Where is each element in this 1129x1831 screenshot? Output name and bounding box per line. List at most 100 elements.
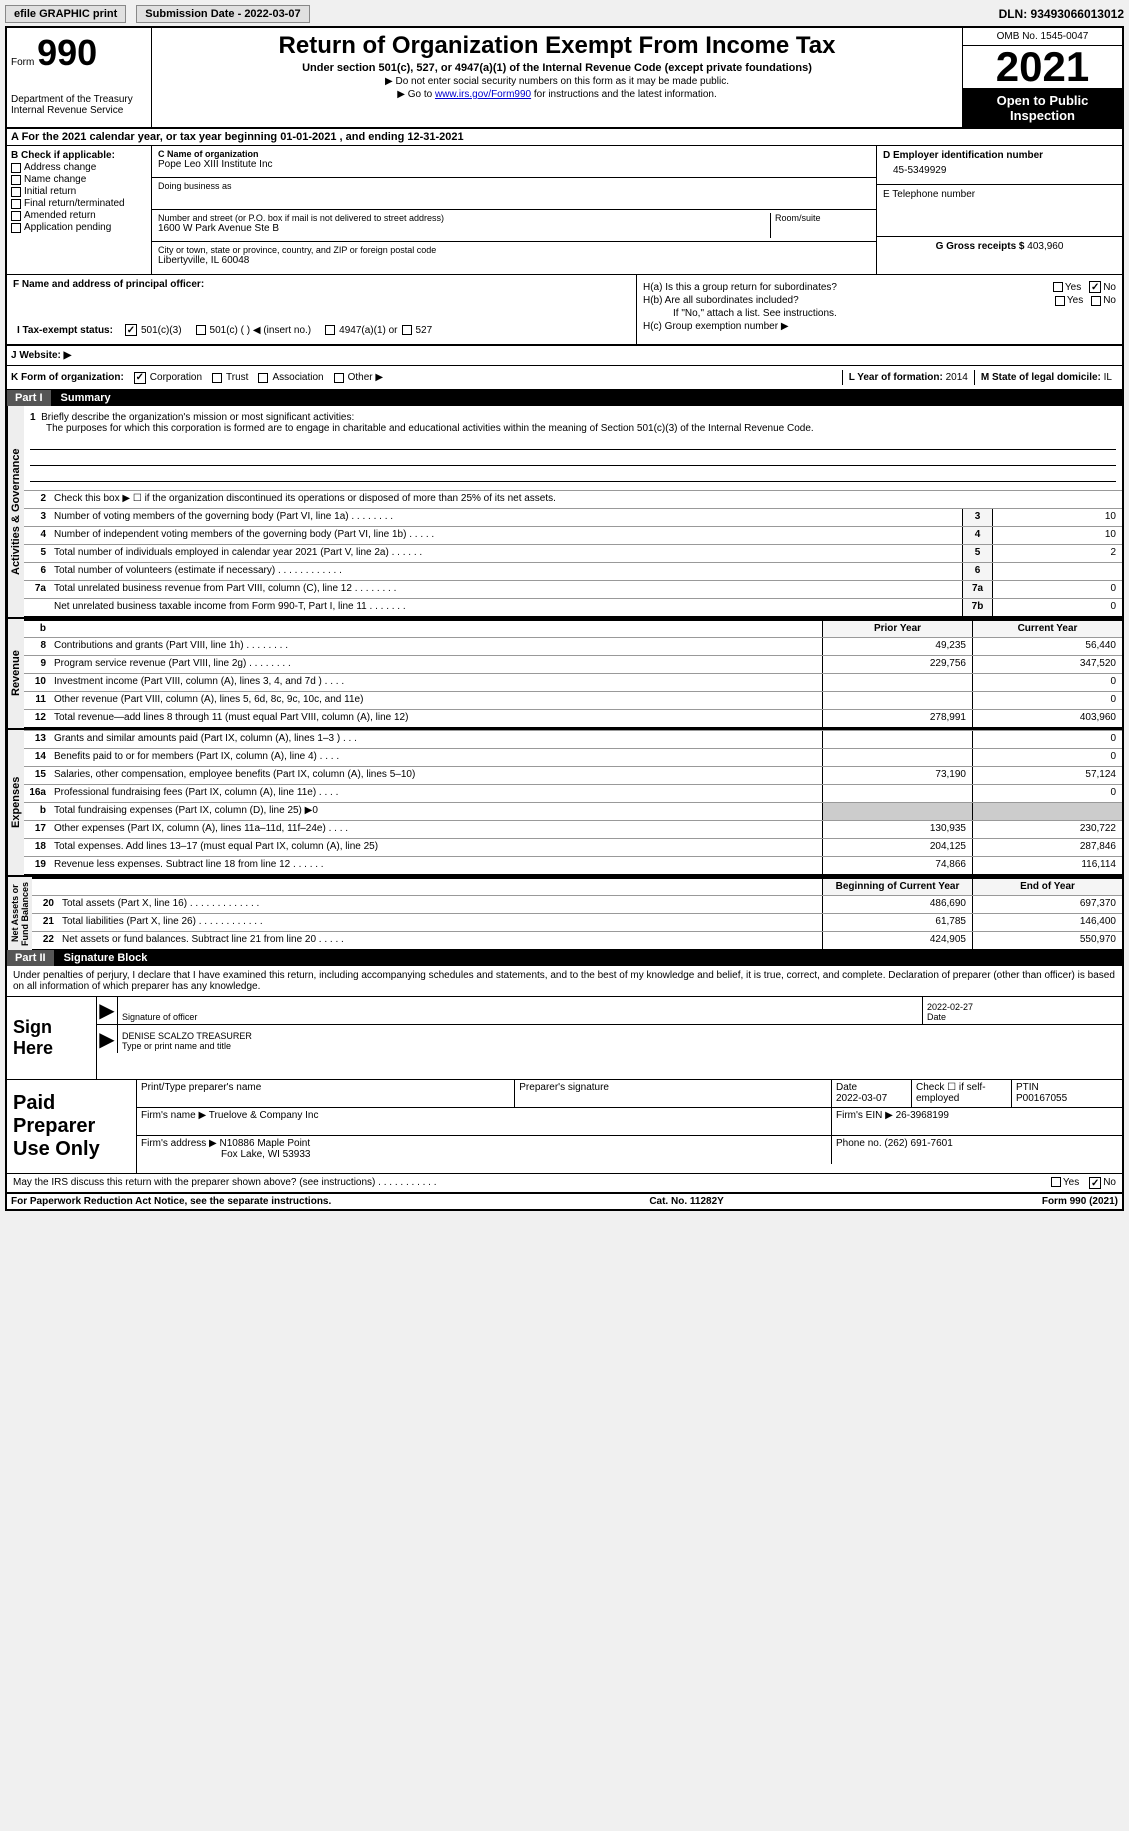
sign-here-label: Sign Here (7, 997, 97, 1079)
footer: For Paperwork Reduction Act Notice, see … (7, 1194, 1122, 1209)
section-f: F Name and address of principal officer:… (7, 275, 637, 344)
discuss-no[interactable]: ✓ (1089, 1177, 1101, 1189)
cb-initial[interactable]: Initial return (11, 186, 147, 197)
gross-row: G Gross receipts $ 403,960 (877, 237, 1122, 256)
summary-line: 21Total liabilities (Part X, line 26) . … (32, 913, 1122, 931)
form-subtitle: Under section 501(c), 527, or 4947(a)(1)… (160, 62, 954, 74)
summary-line: Net unrelated business taxable income fr… (24, 598, 1122, 616)
cb-527[interactable] (402, 325, 412, 335)
state-domicile: M State of legal domicile: IL (974, 370, 1118, 385)
summary-line: bTotal fundraising expenses (Part IX, co… (24, 802, 1122, 820)
governance-section: Activities & Governance 1 Briefly descri… (7, 406, 1122, 617)
arrow-icon: ▶ (97, 997, 117, 1024)
section-h: H(a) Is this a group return for subordin… (637, 275, 1122, 344)
sig-date: 2022-02-27 Date (922, 997, 1122, 1024)
section-k: K Form of organization: ✓ Corporation Tr… (7, 366, 1122, 390)
prep-name: Print/Type preparer's name (137, 1080, 515, 1107)
cb-corp[interactable]: ✓ (134, 372, 146, 384)
cb-final[interactable]: Final return/terminated (11, 198, 147, 209)
cb-amended[interactable]: Amended return (11, 210, 147, 221)
top-bar: efile GRAPHIC print Submission Date - 20… (5, 5, 1124, 23)
cb-501c[interactable] (196, 325, 206, 335)
discuss-yes[interactable] (1051, 1177, 1061, 1187)
ein-row: D Employer identification number 45-5349… (877, 146, 1122, 185)
cb-trust[interactable] (212, 373, 222, 383)
form-990-container: Form 990 Department of the Treasury Inte… (5, 26, 1124, 1211)
section-c: C Name of organization Pope Leo XIII Ins… (152, 146, 877, 274)
org-name: Pope Leo XIII Institute Inc (158, 159, 870, 170)
header-right: OMB No. 1545-0047 2021 Open to Public In… (962, 28, 1122, 127)
efile-print-button[interactable]: efile GRAPHIC print (5, 5, 126, 23)
summary-line: 16aProfessional fundraising fees (Part I… (24, 784, 1122, 802)
tax-year: 2021 (963, 46, 1122, 89)
ha-yes[interactable] (1053, 282, 1063, 292)
submission-date-button[interactable]: Submission Date - 2022-03-07 (136, 5, 309, 23)
summary-line: 18Total expenses. Add lines 13–17 (must … (24, 838, 1122, 856)
principal-h-section: F Name and address of principal officer:… (7, 275, 1122, 346)
paid-preparer-label: Paid Preparer Use Only (7, 1080, 137, 1173)
expenses-section: Expenses 13Grants and similar amounts pa… (7, 728, 1122, 875)
basic-info: B Check if applicable: Address change Na… (7, 146, 1122, 275)
irs-text: Internal Revenue Service (11, 105, 147, 116)
prep-self[interactable]: Check ☐ if self-employed (912, 1080, 1012, 1107)
footer-right: Form 990 (2021) (1042, 1196, 1118, 1207)
cb-501c3[interactable]: ✓ (125, 324, 137, 336)
hb-yes[interactable] (1055, 296, 1065, 306)
org-city: Libertyville, IL 60048 (158, 255, 870, 266)
ha-no[interactable]: ✓ (1089, 281, 1101, 293)
dln-text: DLN: 93493066013012 (999, 7, 1124, 21)
summary-line: 17Other expenses (Part IX, column (A), l… (24, 820, 1122, 838)
ein-value: 45-5349929 (883, 161, 1116, 180)
cb-addr-change[interactable]: Address change (11, 162, 147, 173)
city-row: City or town, state or province, country… (152, 242, 876, 274)
firm-phone: Phone no. (262) 691-7601 (832, 1136, 1122, 1164)
line-2: 2 Check this box ▶ ☐ if the organization… (24, 490, 1122, 508)
firm-name: Firm's name ▶ Truelove & Company Inc (137, 1108, 832, 1135)
arrow-icon: ▶ (97, 1025, 117, 1053)
sign-here-row: Sign Here ▶ Signature of officer 2022-02… (7, 997, 1122, 1080)
cb-name-change[interactable]: Name change (11, 174, 147, 185)
netassets-section: Net Assets orFund Balances Beginning of … (7, 875, 1122, 950)
summary-line: 4Number of independent voting members of… (24, 526, 1122, 544)
cb-pending[interactable]: Application pending (11, 222, 147, 233)
hb-no[interactable] (1091, 296, 1101, 306)
irs-link[interactable]: www.irs.gov/Form990 (435, 89, 531, 100)
prep-ptin: PTINP00167055 (1012, 1080, 1122, 1107)
addr-row: Number and street (or P.O. box if mail i… (152, 210, 876, 242)
part1-header: Part I Summary (7, 390, 1122, 406)
summary-line: 7aTotal unrelated business revenue from … (24, 580, 1122, 598)
summary-line: 15Salaries, other compensation, employee… (24, 766, 1122, 784)
revenue-header: b Prior Year Current Year (24, 619, 1122, 637)
header-left: Form 990 Department of the Treasury Inte… (7, 28, 152, 127)
expenses-label: Expenses (7, 730, 24, 875)
summary-line: 6Total number of volunteers (estimate if… (24, 562, 1122, 580)
hb-line: H(b) Are all subordinates included? Yes … (643, 295, 1116, 306)
prep-date: Date2022-03-07 (832, 1080, 912, 1107)
governance-label: Activities & Governance (7, 406, 24, 617)
penalty-text: Under penalties of perjury, I declare th… (7, 966, 1122, 997)
cb-assoc[interactable] (258, 373, 268, 383)
summary-line: 14Benefits paid to or for members (Part … (24, 748, 1122, 766)
cb-other[interactable] (334, 373, 344, 383)
section-b: B Check if applicable: Address change Na… (7, 146, 152, 274)
cb-4947[interactable] (325, 325, 335, 335)
revenue-label: Revenue (7, 619, 24, 728)
summary-line: 10Investment income (Part VIII, column (… (24, 673, 1122, 691)
hc-line: H(c) Group exemption number ▶ (643, 321, 1116, 332)
summary-line: 3Number of voting members of the governi… (24, 508, 1122, 526)
firm-addr: Firm's address ▶ N10886 Maple PointFox L… (137, 1136, 832, 1164)
summary-line: 22Net assets or fund balances. Subtract … (32, 931, 1122, 949)
org-address: 1600 W Park Avenue Ste B (158, 223, 770, 234)
summary-line: 8Contributions and grants (Part VIII, li… (24, 637, 1122, 655)
form-label: Form (11, 57, 34, 68)
officer-name: DENISE SCALZO TREASURER Type or print na… (117, 1025, 1122, 1053)
summary-line: 12Total revenue—add lines 8 through 11 (… (24, 709, 1122, 727)
hb-note: If "No," attach a list. See instructions… (643, 308, 1116, 319)
firm-ein: Firm's EIN ▶ 26-3968199 (832, 1108, 1122, 1135)
summary-line: 5Total number of individuals employed in… (24, 544, 1122, 562)
summary-line: 11Other revenue (Part VIII, column (A), … (24, 691, 1122, 709)
netassets-label: Net Assets orFund Balances (7, 877, 32, 950)
open-inspection: Open to Public Inspection (963, 89, 1122, 127)
form-title: Return of Organization Exempt From Incom… (160, 32, 954, 60)
form-header: Form 990 Department of the Treasury Inte… (7, 28, 1122, 129)
